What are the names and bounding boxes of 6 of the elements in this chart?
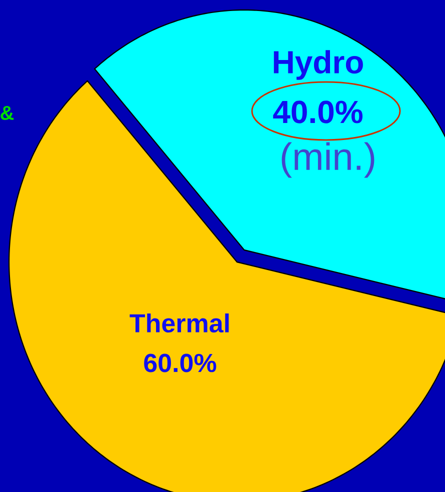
- slice-label: Thermal: [130, 313, 229, 333]
- text: (min.): [282, 142, 374, 178]
- data-label: 60.0%: [144, 354, 216, 372]
- text: &: [0, 106, 14, 120]
- slice-label: Hydro: [274, 50, 363, 80]
- data-label: 40.0%: [273, 100, 363, 124]
